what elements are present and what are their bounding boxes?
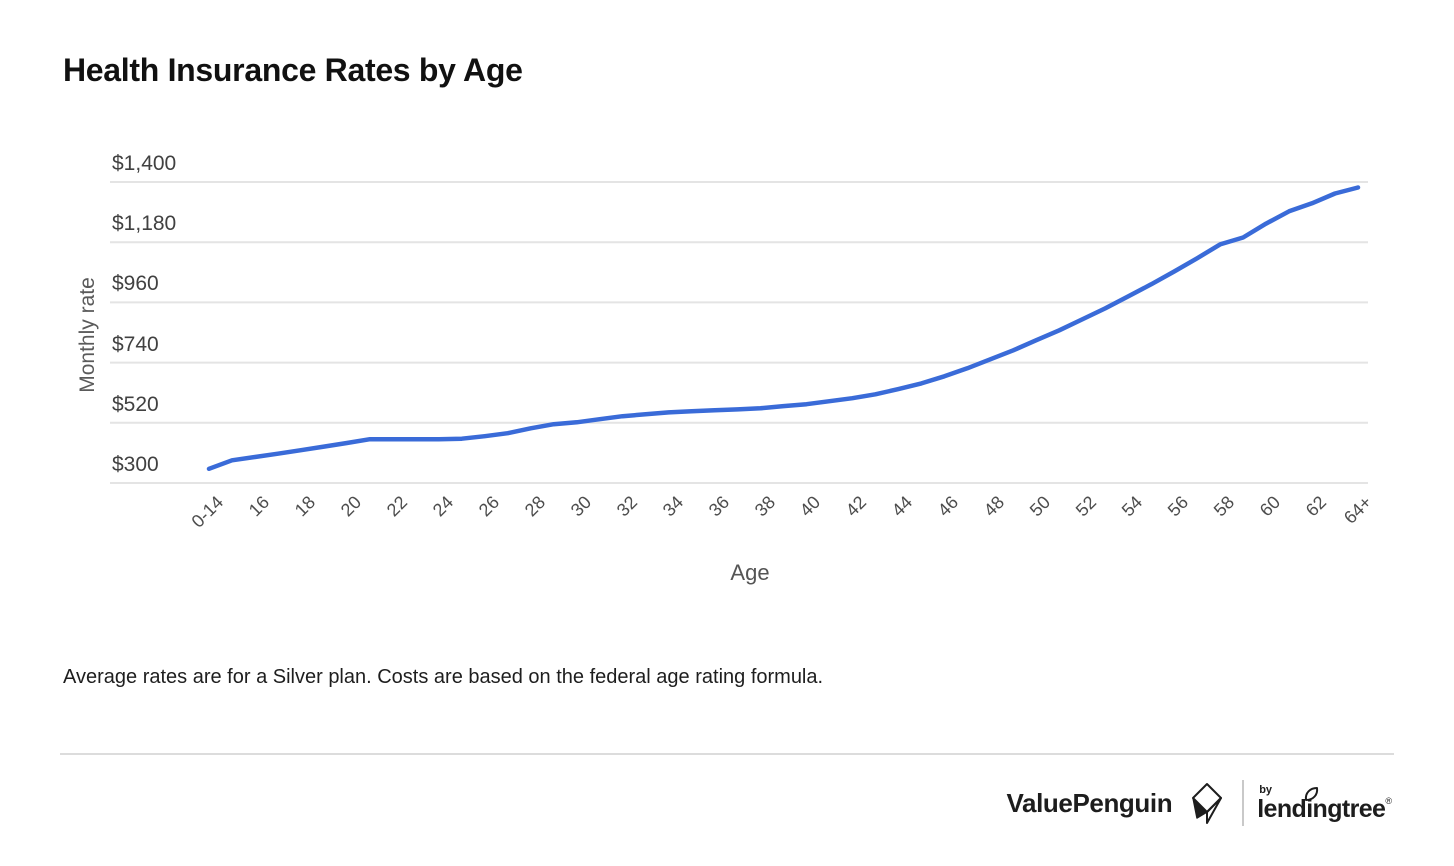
- logo-divider: [1242, 780, 1245, 826]
- y-axis-tick-label: $960: [112, 272, 159, 295]
- lendingtree-wordmark: lendingtree: [1257, 794, 1386, 823]
- y-axis-tick-label: $1,180: [112, 212, 177, 235]
- valuepenguin-penguin-icon: [1192, 783, 1223, 824]
- x-axis-title: Age: [730, 560, 770, 585]
- y-axis-tick-label: $1,400: [112, 152, 177, 175]
- lendingtree-by-label: by: [1259, 783, 1273, 796]
- lendingtree-logo: by lendingtree®: [1257, 783, 1392, 823]
- rate-line-series: [206, 185, 1361, 472]
- y-axis-tick-label: $520: [112, 393, 159, 416]
- footer-divider: [60, 753, 1394, 755]
- valuepenguin-wordmark: ValuePenguin: [1006, 787, 1173, 818]
- y-axis-tick-label: $740: [112, 333, 159, 356]
- chart-canvas: [110, 181, 1368, 484]
- chart-footnote: Average rates are for a Silver plan. Cos…: [63, 666, 824, 688]
- lendingtree-leaf-icon: [1305, 786, 1319, 801]
- line-chart: $300 $520 $740 $960 $1,180 $1,400 0-14 16 18 20 2…: [0, 140, 1454, 610]
- y-axis-title: Monthly rate: [76, 277, 99, 393]
- chart-title: Health Insurance Rates by Age: [63, 52, 523, 88]
- registered-mark: ®: [1385, 795, 1392, 806]
- footer-branding: ValuePenguin by lendingtree®: [1007, 780, 1392, 826]
- y-axis-tick-label: $300: [112, 453, 159, 476]
